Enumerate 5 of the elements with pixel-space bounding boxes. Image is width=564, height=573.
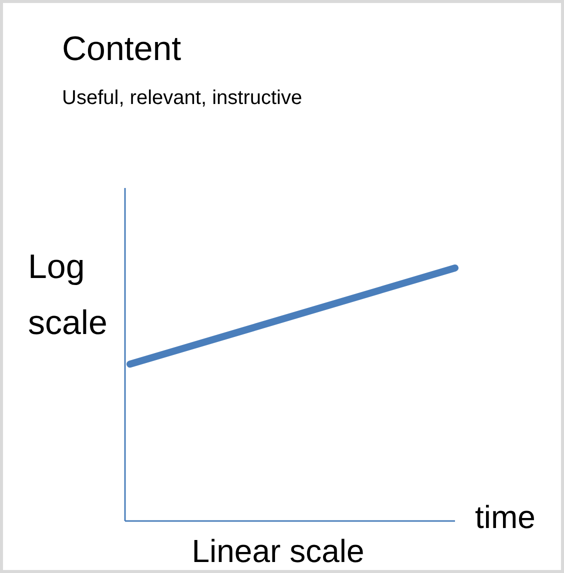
x-axis-title: Linear scale (192, 533, 364, 569)
chart-subtitle: Useful, relevant, instructive (62, 87, 302, 109)
annotation: time (475, 499, 536, 535)
y-axis-title: Log scale (28, 248, 108, 342)
chart-title: Content (62, 30, 182, 68)
